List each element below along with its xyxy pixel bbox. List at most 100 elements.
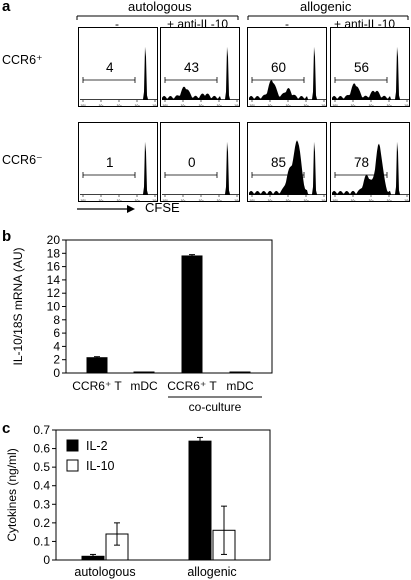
axis-tick-label: 10¹	[350, 199, 356, 202]
axis-tick-label: 10⁴	[152, 199, 158, 202]
y-tick-label: 0	[43, 553, 50, 567]
axis-tick-label: 10⁴	[404, 199, 410, 202]
category-label: CCR6⁺ T	[72, 379, 122, 393]
legend-label: IL-2	[86, 439, 108, 453]
axis-tick-label: 10¹	[350, 104, 356, 107]
histogram-fill	[80, 141, 157, 195]
axis-tick-label: 10³	[303, 104, 309, 107]
y-axis-label: IL-10/18S mRNA (AU)	[11, 247, 25, 365]
y-tick-label: 20	[47, 233, 61, 247]
axis-tick-label: 10³	[134, 104, 140, 107]
axis-tick-label: 10⁰	[80, 104, 86, 107]
y-tick-label: 0	[53, 366, 60, 380]
panel-a-letter: a	[2, 0, 11, 15]
histogram-fill	[332, 141, 409, 195]
axis-tick-label: 10²	[285, 199, 291, 202]
y-tick-label: 0.1	[33, 534, 50, 548]
axis-tick-label: 10²	[285, 104, 291, 107]
axis-tick-label: 10¹	[267, 104, 273, 107]
axis-tick-label: 10¹	[98, 199, 104, 202]
axis-tick-label: 10²	[116, 199, 122, 202]
bar	[188, 440, 212, 561]
histogram-cell: 10⁰ 10¹ 10² 10³ 10⁴	[160, 27, 240, 107]
row-label-ccr6-pos: CCR6⁺	[2, 53, 43, 67]
axis-tick-label: 10⁴	[404, 104, 410, 107]
axis-tick-label: 10⁴	[321, 104, 327, 107]
legend-swatch	[66, 439, 79, 452]
histogram-fill	[249, 140, 326, 195]
histogram-cell: 10⁰ 10¹ 10² 10³ 10⁴	[247, 122, 327, 202]
axis-tick-label: 10³	[134, 199, 140, 202]
y-tick-label: 8	[53, 313, 60, 327]
axis-tick-label: 10⁰	[80, 199, 86, 202]
histogram-cell: 10⁰ 10¹ 10² 10³ 10⁴	[330, 27, 410, 107]
y-tick-label: 0.3	[33, 497, 50, 511]
y-tick-label: 0.5	[33, 460, 50, 474]
y-tick-label: 0.7	[33, 423, 50, 437]
axis-tick-label: 10²	[198, 104, 204, 107]
group-label: co-culture	[189, 400, 242, 414]
category-label: autologous	[74, 565, 135, 579]
chart-c: 0 0.1 0.2 0.3 0.4 0.5 0.6 0.7 Cytokines (ng/ml) a…	[5, 423, 271, 579]
legend-swatch	[66, 459, 79, 472]
group-label-autologous: autologous	[128, 0, 192, 14]
group-label-allogenic: allogenic	[300, 0, 352, 14]
axis-tick-label: 10⁰	[162, 104, 168, 107]
histogram-cell: 10⁰ 10¹ 10² 10³ 10⁴	[330, 122, 410, 202]
axis-tick-label: 10¹	[267, 199, 273, 202]
axis-tick-label: 10⁰	[249, 104, 255, 107]
category-label: mDC	[130, 379, 158, 393]
y-tick-label: 4	[53, 339, 60, 353]
bar	[86, 357, 108, 374]
percent-divided-label: 85	[271, 155, 287, 170]
histogram-cell: 10⁰ 10¹ 10² 10³ 10⁴	[160, 122, 240, 202]
y-tick-label: 6	[53, 326, 60, 340]
y-tick-label: 10	[47, 300, 61, 314]
percent-divided-label: 4	[106, 60, 114, 75]
axis-tick-label: 10²	[198, 199, 204, 202]
y-tick-label: 18	[47, 246, 61, 260]
y-tick-label: 0.4	[33, 479, 50, 493]
row-label-ccr6-neg: CCR6⁻	[2, 153, 43, 167]
group-brackets	[76, 15, 409, 20]
panel-c-letter: c	[2, 420, 11, 437]
percent-divided-label: 78	[354, 155, 370, 170]
percent-divided-label: 43	[184, 60, 200, 75]
y-tick-label: 14	[47, 273, 61, 287]
percent-divided-label: 1	[106, 155, 114, 170]
plot-frame	[55, 429, 271, 561]
condition-label-1: -	[115, 17, 119, 31]
y-tick-label: 0.6	[33, 442, 50, 456]
axis-tick-label: 10⁴	[321, 199, 327, 202]
histogram-fill	[249, 46, 326, 100]
percent-divided-label: 60	[271, 60, 287, 75]
axis-tick-label: 10³	[216, 104, 222, 107]
legend-label: IL-10	[86, 459, 115, 473]
axis-tick-label: 10⁰	[332, 104, 338, 107]
axis-tick-label: 10⁴	[152, 104, 158, 107]
percent-divided-label: 56	[354, 60, 370, 75]
histogram-fill	[162, 46, 239, 100]
axis-tick-label: 10³	[303, 199, 309, 202]
condition-label-3: -	[285, 17, 289, 31]
axis-tick-label: 10¹	[98, 104, 104, 107]
category-label: CCR6⁺ T	[167, 379, 217, 393]
histogram-fill	[162, 141, 239, 195]
axis-tick-label: 10⁴	[234, 199, 240, 202]
cfse-arrow	[77, 205, 135, 213]
histogram-cell: 10⁰ 10¹ 10² 10³ 10⁴	[247, 27, 327, 107]
y-tick-label: 12	[47, 286, 61, 300]
percent-divided-label: 0	[188, 155, 196, 170]
y-tick-label: 0.2	[33, 516, 50, 530]
plot-frame	[65, 239, 273, 374]
axis-tick-label: 10²	[116, 104, 122, 107]
axis-tick-label: 10²	[368, 199, 374, 202]
histogram-cell: 10⁰ 10¹ 10² 10³ 10⁴	[78, 27, 158, 107]
axis-tick-label: 10⁰	[162, 199, 168, 202]
axis-tick-label: 10²	[368, 104, 374, 107]
histogram-fill	[332, 46, 409, 100]
axis-tick-label: 10⁰	[249, 199, 255, 202]
axis-tick-label: 10³	[386, 104, 392, 107]
axis-tick-label: 10³	[216, 199, 222, 202]
